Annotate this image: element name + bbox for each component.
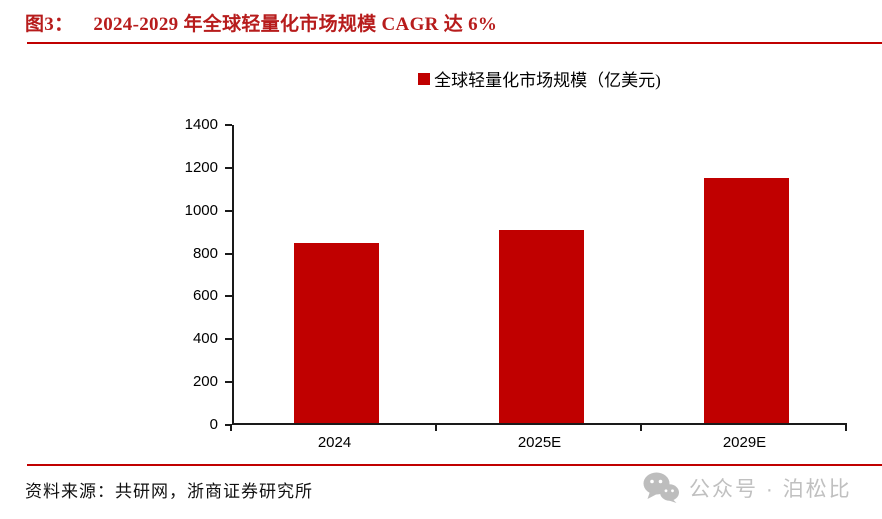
- source-note: 资料来源：共研网，浙商证券研究所: [25, 482, 313, 501]
- y-axis-tick-label: 1400: [184, 116, 218, 133]
- y-axis-tick-label: 800: [192, 244, 218, 262]
- x-axis-tick-mark: [845, 425, 847, 431]
- y-axis-tick-label: 0: [209, 416, 218, 433]
- y-axis-tick-mark: [225, 252, 232, 255]
- watermark-text: 公众号 · 泊松比: [689, 477, 852, 501]
- title-divider-line: [27, 42, 882, 44]
- y-axis-tick-mark: [225, 338, 232, 341]
- figure-title-text: 2024-2029 年全球轻量化市场规模 CAGR 达 6%: [93, 14, 498, 35]
- x-axis-tick-label: 2025E: [517, 434, 562, 451]
- bar-2029E: [704, 177, 789, 423]
- y-axis-tick-label: 400: [192, 330, 218, 348]
- footer-divider-line: [27, 464, 882, 466]
- x-axis-tick-mark: [435, 425, 437, 431]
- plot-area: [232, 125, 847, 425]
- x-axis-origin-tick-mark: [230, 425, 232, 431]
- y-axis-tick-mark: [225, 381, 232, 384]
- figure-number: 图3：: [25, 14, 74, 35]
- y-axis-tick-mark: [225, 424, 232, 426]
- bar-2024: [294, 243, 379, 423]
- y-axis-tick-label: 200: [192, 373, 218, 391]
- bar-2025E: [499, 230, 584, 423]
- x-axis-tick-label: 2029E: [722, 434, 767, 451]
- y-axis-tick-label: 1200: [184, 158, 218, 176]
- y-axis-tick-mark: [225, 124, 232, 126]
- y-axis-tick-mark: [225, 166, 232, 169]
- watermark: 公众号 · 泊松比: [643, 472, 852, 503]
- x-axis-tick-label: 2024: [317, 434, 352, 451]
- legend-swatch-icon: [418, 72, 431, 85]
- figure-title: 图3： 2024-2029 年全球轻量化市场规模 CAGR 达 6%: [25, 9, 497, 36]
- wechat-icon: [643, 472, 679, 503]
- y-axis-tick-label: 1000: [184, 201, 218, 219]
- x-axis-tick-mark: [640, 425, 642, 431]
- legend-label: 全球轻量化市场规模（亿美元): [434, 71, 661, 90]
- y-axis-tick-mark: [225, 295, 232, 298]
- y-axis-tick-mark: [225, 209, 232, 212]
- chart-legend: 全球轻量化市场规模（亿美元): [232, 66, 847, 91]
- y-axis-tick-label: 600: [192, 287, 218, 305]
